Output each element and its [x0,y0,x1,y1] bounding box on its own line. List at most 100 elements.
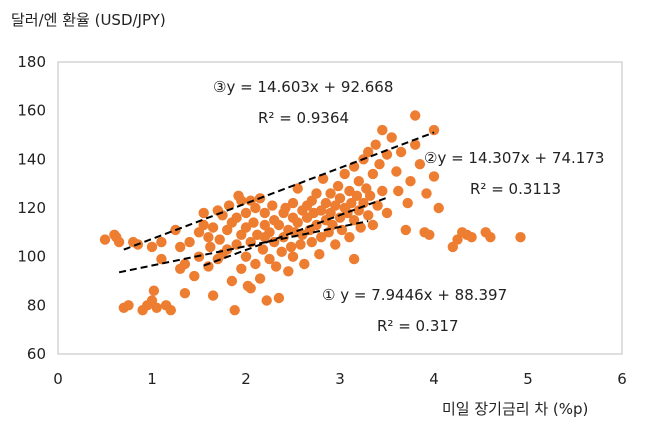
data-point [285,241,297,253]
data-point [292,217,303,228]
data-point [207,222,219,233]
data-point [231,212,242,223]
x-tick-label: 4 [429,370,439,388]
data-point [156,253,167,265]
data-point [226,275,238,287]
data-point [363,210,374,221]
data-point [339,168,350,180]
data-point [428,124,440,136]
data-point [113,236,125,248]
data-point [205,241,216,253]
data-point [377,124,388,136]
data-point [270,261,282,272]
trend-3-equation: ③y = 14.603x + 92.668 [213,78,393,96]
data-point [351,190,363,201]
y-tick-label: 160 [17,102,46,120]
y-tick-label: 180 [17,53,46,71]
data-point [405,176,416,187]
data-point [179,258,191,270]
trend-2-r2: R² = 0.3113 [470,180,561,198]
data-point [240,222,252,233]
data-point [358,197,369,209]
data-point [245,283,256,294]
data-point [148,285,160,296]
trend-line-3 [123,131,435,251]
data-point [466,232,477,243]
plot-frame [57,61,623,355]
data-point [207,290,219,301]
y-axis-label: 달러/엔 환율 (USD/JPY) [11,11,166,29]
data-point [410,139,421,150]
data-point [236,263,247,274]
data-point [261,295,272,306]
data-point [146,241,158,253]
data-point [99,234,111,245]
data-point [259,207,270,219]
y-tick-label: 100 [17,248,46,266]
data-points [99,110,526,316]
data-point [421,188,432,199]
data-point [229,305,240,316]
data-point [203,261,214,272]
data-point [344,185,355,197]
data-point [250,258,261,270]
data-point [332,180,344,192]
data-point [299,258,310,270]
x-tick-label: 1 [147,370,157,388]
data-point [214,234,225,245]
data-point [393,185,404,197]
data-point [370,139,381,150]
data-point [250,202,261,214]
data-point [240,207,252,219]
data-point [165,305,176,316]
y-tick-label: 140 [17,150,46,168]
data-point [203,232,214,243]
data-point [280,202,291,214]
data-point [123,300,134,311]
data-point [248,217,259,228]
data-point [391,166,402,177]
data-point [314,249,325,260]
y-tick-label: 120 [17,199,46,217]
data-point [276,246,287,257]
data-point [400,224,411,236]
data-point [156,236,167,248]
data-point [402,197,413,209]
data-point [433,202,444,214]
trend-1-r2: R² = 0.317 [377,317,458,335]
data-point [515,232,526,243]
data-point [355,222,366,233]
data-point [364,190,376,201]
data-point [363,146,374,158]
data-point [377,185,388,197]
data-point [316,232,327,243]
trend-2-equation: ②y = 14.307x + 74.173 [424,149,604,167]
x-tick-label: 5 [523,370,533,388]
x-tick-labels: 0 1 2 3 4 5 6 [53,370,627,388]
data-point [287,251,299,262]
data-point [295,239,306,250]
data-point [287,197,299,209]
data-point [395,146,407,158]
data-point [198,207,209,219]
data-point [264,253,275,265]
data-point [254,273,266,284]
data-point [353,176,364,187]
data-point [325,188,336,199]
x-axis-label: 미일 장기금리 차 (%p) [442,400,588,418]
data-point [414,159,426,170]
data-point [240,251,252,262]
y-tick-labels: 60 80 100 120 140 160 180 [17,53,46,363]
data-point [198,219,209,231]
data-point [485,232,496,243]
trend-3-r2: R² = 0.9364 [258,109,349,127]
trend-1-equation: ① y = 7.9446x + 88.397 [322,286,507,304]
data-point [410,110,421,121]
x-tick-label: 2 [241,370,251,388]
data-point [367,219,379,231]
data-point [344,232,355,243]
data-point [381,207,393,219]
data-point [334,193,346,204]
x-tick-label: 6 [617,370,627,388]
